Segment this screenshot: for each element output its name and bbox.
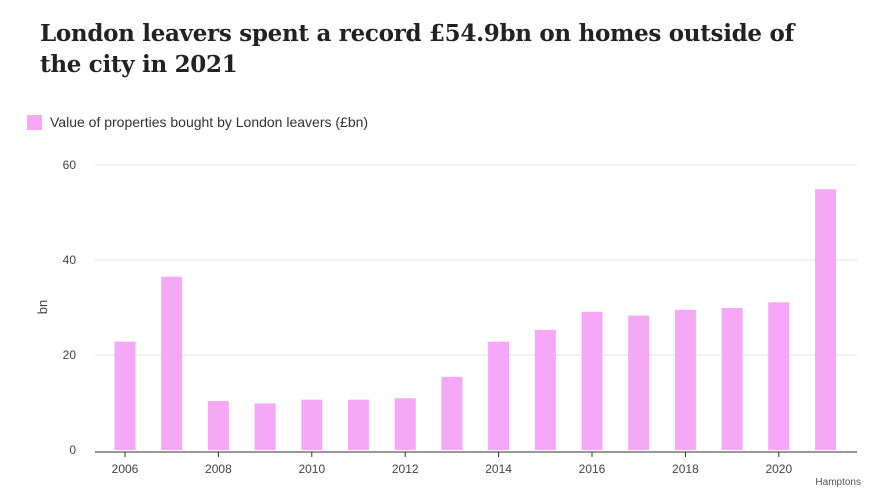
bar-2012	[394, 398, 416, 450]
bar-2013	[441, 376, 463, 450]
y-axis-label: bn	[35, 300, 50, 314]
x-tick-label: 2020	[765, 462, 792, 476]
legend-label: Value of properties bought by London lea…	[50, 114, 369, 130]
x-tick-label: 2014	[485, 462, 512, 476]
bar-2014	[488, 341, 510, 450]
legend: Value of properties bought by London lea…	[27, 114, 368, 130]
bar-2018	[674, 309, 696, 450]
y-tick-label: 40	[63, 253, 77, 267]
y-tick-label: 20	[63, 348, 77, 362]
bar-2006	[114, 341, 136, 450]
bar-2015	[534, 329, 556, 450]
y-tick-label: 60	[63, 158, 77, 172]
x-tick-label: 2012	[392, 462, 419, 476]
bar-2021	[815, 189, 836, 450]
bar-2019	[721, 307, 743, 450]
bar-2020	[768, 302, 790, 450]
legend-swatch	[27, 114, 42, 130]
x-tick-label: 2016	[579, 462, 606, 476]
chart-title: London leavers spent a record £54.9bn on…	[40, 20, 795, 78]
bar-2009	[254, 403, 276, 450]
x-tick-label: 2018	[672, 462, 699, 476]
bar-2016	[581, 311, 603, 450]
x-tick-label: 2008	[205, 462, 232, 476]
x-tick-label: 2010	[298, 462, 325, 476]
x-tick-label: 2006	[112, 462, 139, 476]
bar-2017	[628, 315, 650, 450]
source-credit: Hamptons	[815, 477, 861, 488]
bar-2010	[301, 399, 323, 450]
bar-2011	[348, 399, 369, 450]
bar-2008	[207, 401, 229, 450]
y-tick-label: 0	[69, 443, 76, 457]
bar-2007	[161, 276, 183, 450]
